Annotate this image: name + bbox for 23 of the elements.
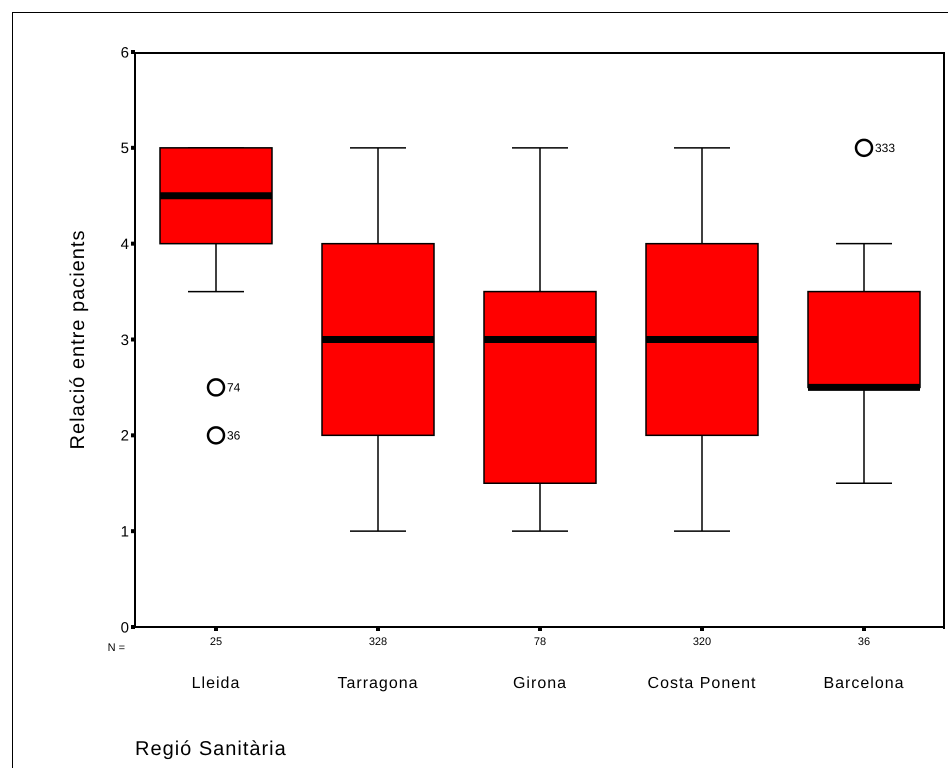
y-tick-label: 1 (120, 523, 129, 540)
y-tick-label: 2 (120, 428, 129, 445)
text: 25 (210, 636, 222, 648)
text: N = (108, 642, 125, 654)
y-tick-label: 5 (120, 140, 129, 158)
x-axis-title: Regió Sanitària (135, 738, 287, 760)
annotation: 74 (227, 380, 241, 394)
y-tick-label: 6 (120, 44, 129, 62)
x-tick-label: Tarragona (337, 675, 419, 692)
text: 328 (368, 636, 388, 648)
x-tick-label: Lleida (192, 675, 240, 692)
x-tick-label: Girona (512, 675, 568, 692)
y-tick-label: 0 (120, 619, 129, 636)
y-axis-title: Relació entre pacients (67, 230, 89, 450)
annotation: 36 (227, 428, 241, 442)
text: 36 (858, 636, 870, 648)
x-tick-label: Barcelona (823, 675, 905, 692)
y-tick-label: 4 (120, 236, 129, 253)
y-tick-label: 3 (120, 332, 129, 349)
text: 320 (692, 636, 712, 648)
x-tick-label: Costa Ponent (648, 675, 756, 692)
text: 78 (534, 636, 546, 648)
annotation: 333 (875, 140, 896, 155)
